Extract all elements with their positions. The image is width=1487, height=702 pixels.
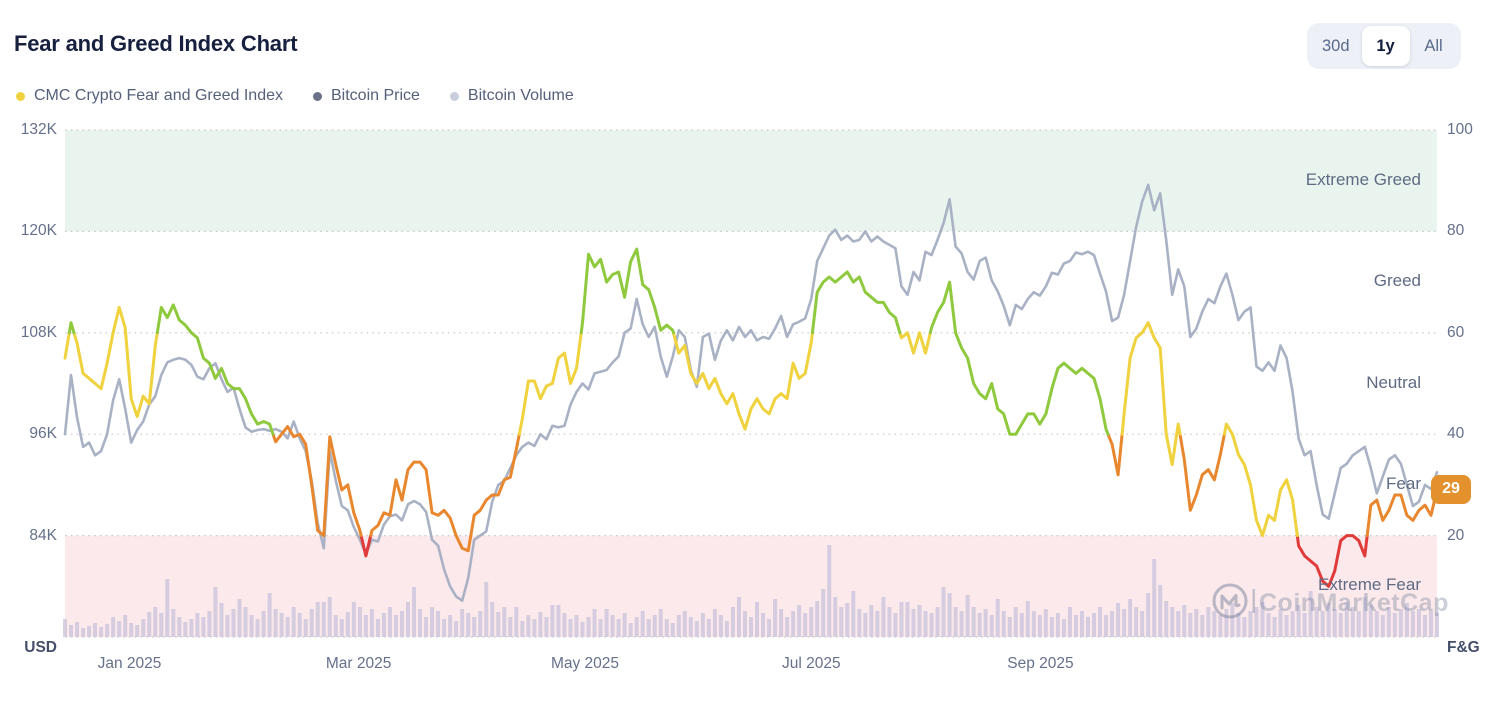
range-button-30d[interactable]: 30d — [1310, 26, 1362, 66]
page-title: Fear and Greed Index Chart — [14, 31, 298, 56]
fg-axis-tick-label: 80 — [1447, 222, 1465, 240]
x-axis-label: May 2025 — [550, 655, 620, 672]
x-axis-label: Sep 2025 — [1007, 655, 1074, 672]
fear-greed-index-line — [67, 247, 1110, 436]
zone-label-extreme-greed: Extreme Greed — [1305, 169, 1421, 189]
usd-axis-tick-label: 108K — [20, 323, 57, 341]
legend-label: Bitcoin Volume — [467, 87, 574, 104]
legend-item-fg-index[interactable]: CMC Crypto Fear and Greed Index — [16, 87, 283, 105]
range-button-all[interactable]: All — [1410, 26, 1458, 66]
usd-axis-tick-label: 132K — [20, 121, 57, 138]
usd-axis-tick-label: 96K — [29, 425, 57, 443]
x-axis-label: Jul 2025 — [782, 655, 841, 672]
zone-label-fear: Fear — [1386, 473, 1421, 493]
legend-label: Bitcoin Price — [331, 87, 420, 104]
usd-axis-unit-label: USD — [24, 639, 57, 656]
watermark-text: CoinMarketCap — [1259, 589, 1449, 617]
bitcoin-price-legend-dot-icon — [313, 91, 322, 101]
fear-greed-index-line — [271, 425, 1439, 553]
fg-axis-unit-label: F&G — [1447, 639, 1480, 656]
range-button-1y[interactable]: 1y — [1361, 26, 1410, 66]
current-fg-value: 29 — [1442, 480, 1460, 498]
fg-axis-tick-label: 100 — [1447, 121, 1473, 138]
zone-label-greed: Greed — [1373, 271, 1421, 291]
zone-band — [65, 130, 1437, 232]
zone-label-extreme-fear: Extreme Fear — [1318, 575, 1421, 595]
fg-axis-tick-label: 40 — [1447, 425, 1465, 443]
bitcoin-volume-bars — [63, 545, 1439, 637]
fear-greed-index-line — [359, 534, 1369, 588]
fg-axis-tick-label: 60 — [1447, 323, 1465, 341]
fg-index-legend-dot-icon — [16, 91, 25, 101]
current-fg-value-badge: 29 — [1431, 474, 1471, 504]
bitcoin-price-line — [63, 183, 1439, 602]
chart-legend: CMC Crypto Fear and Greed Index Bitcoin … — [16, 86, 604, 106]
zone-label-neutral: Neutral — [1366, 372, 1421, 392]
coinmarketcap-watermark: CoinMarketCap — [1212, 583, 1449, 619]
legend-item-bitcoin-volume[interactable]: Bitcoin Volume — [449, 87, 574, 105]
bitcoin-volume-legend-dot-icon — [449, 91, 459, 101]
time-range-switch: 30d 1y All — [1307, 23, 1461, 69]
fg-axis-tick-label: 20 — [1447, 526, 1465, 544]
coinmarketcap-logo-icon — [1220, 594, 1241, 610]
x-axis-label: Mar 2025 — [325, 655, 392, 672]
usd-axis-tick-label: 84K — [29, 526, 57, 544]
legend-item-bitcoin-price[interactable]: Bitcoin Price — [313, 87, 420, 105]
legend-label: CMC Crypto Fear and Greed Index — [34, 87, 283, 104]
fear-greed-index-line — [63, 305, 1299, 538]
x-axis-label: Jan 2025 — [97, 655, 162, 672]
usd-axis-tick-label: 120K — [20, 222, 57, 240]
